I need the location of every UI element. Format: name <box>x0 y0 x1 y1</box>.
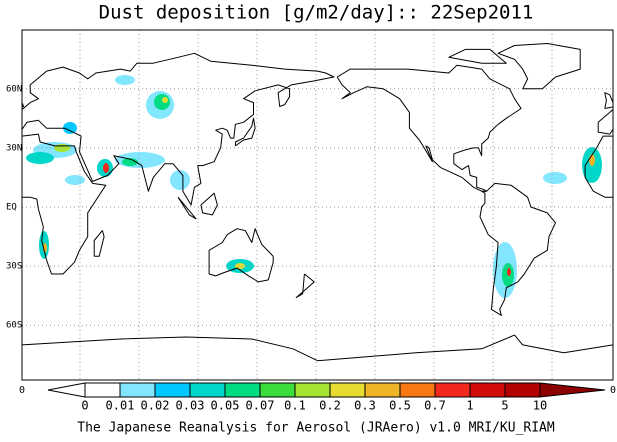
colorbar-extension <box>47 382 86 398</box>
colorbar-box <box>189 382 226 398</box>
graticule <box>22 30 613 380</box>
colorbar-label: 0.3 <box>354 399 376 413</box>
dust-area <box>63 122 77 134</box>
dust-area <box>170 170 190 190</box>
coastline <box>22 133 107 275</box>
dust-area <box>235 263 245 269</box>
lat-label: 60S <box>6 321 22 331</box>
colorbar-box <box>399 382 436 398</box>
coastlines <box>22 43 613 380</box>
lat-labels: 60N 30N EQ 30S 60S <box>6 84 22 330</box>
colorbar-box <box>294 382 331 398</box>
colorbar-extension <box>539 382 606 398</box>
lat-label: 30N <box>6 143 22 153</box>
dust-area <box>122 158 138 166</box>
coastline <box>22 52 335 206</box>
map-frame <box>21 29 614 381</box>
coastline <box>93 230 105 257</box>
colorbar-label: 0.05 <box>211 399 240 413</box>
lat-label: EQ <box>6 203 17 213</box>
colorbar-label: 0.03 <box>176 399 205 413</box>
coastline <box>612 344 613 380</box>
colorbar-box <box>329 382 366 398</box>
dust-area <box>115 75 135 85</box>
dust-field <box>26 75 602 298</box>
lat-label: 60N <box>6 84 22 94</box>
coastline <box>177 196 197 220</box>
coastline <box>597 108 613 135</box>
dust-area <box>65 175 85 185</box>
colorbar-label: 10 <box>533 399 547 413</box>
coastline <box>497 43 581 90</box>
colorbar-box <box>224 382 261 398</box>
dust-area <box>162 97 168 103</box>
coastline <box>22 344 23 380</box>
coastline <box>208 228 274 283</box>
colorbar-box <box>469 382 506 398</box>
coastline <box>22 334 613 380</box>
colorbar-label: 0.07 <box>246 399 275 413</box>
dust-area <box>26 152 54 164</box>
title: Dust deposition [g/m2/day]:: 22Sep2011 <box>99 2 534 24</box>
coastline <box>448 48 507 64</box>
colorbar-label: 0.01 <box>106 399 135 413</box>
colorbar-label: 0 <box>81 399 88 413</box>
colorbar-label: 0.5 <box>389 399 411 413</box>
coastline <box>479 182 556 316</box>
dust-area <box>154 94 170 110</box>
footer: The Japanese Reanalysis for Aerosol (JRA… <box>77 421 555 436</box>
colorbar-label: 1 <box>466 399 473 413</box>
coastline <box>200 192 218 216</box>
colorbar-box <box>119 382 156 398</box>
dust-area <box>103 163 109 173</box>
colorbar-label: 0.2 <box>319 399 341 413</box>
colorbar: 0 0.01 0.02 0.03 0.05 0.07 0.1 0.2 0.3 0.5 0.7 1 5 10 <box>47 382 606 413</box>
colorbar-label: 5 <box>501 399 508 413</box>
colorbar-box <box>84 382 121 398</box>
dust-area <box>543 172 567 184</box>
dust-area <box>115 152 165 168</box>
colorbar-box <box>259 382 296 398</box>
colorbar-box <box>154 382 191 398</box>
lat-label: 30S <box>6 262 22 272</box>
colorbar-label: 0.7 <box>424 399 446 413</box>
colorbar-box <box>504 382 541 398</box>
dust-area <box>507 268 511 276</box>
colorbar-box <box>434 382 471 398</box>
corner-label: 0 <box>610 385 616 396</box>
colorbar-box <box>364 382 401 398</box>
corner-label: 0 <box>19 385 25 396</box>
colorbar-label: 0.02 <box>141 399 170 413</box>
coastline <box>295 273 315 299</box>
coastline <box>336 64 522 192</box>
colorbar-label: 0.1 <box>284 399 306 413</box>
coastline <box>234 117 256 147</box>
